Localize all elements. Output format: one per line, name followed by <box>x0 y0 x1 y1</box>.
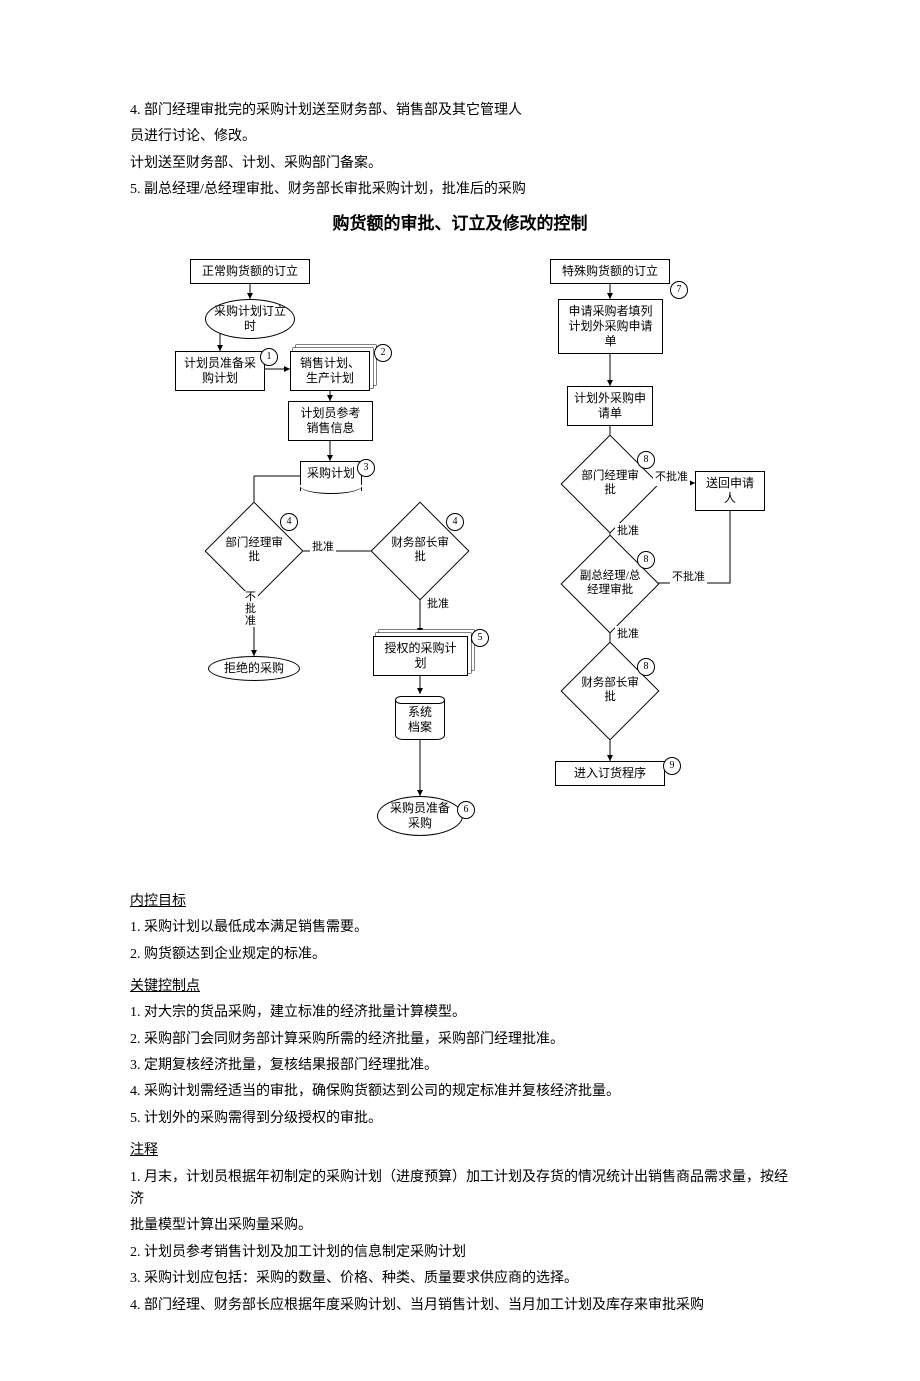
node-return: 送回申请人 <box>695 471 765 511</box>
note-item: 2. 计划员参考销售计划及加工计划的信息制定采购计划 <box>130 1242 790 1264</box>
ref-3: 3 <box>357 459 375 477</box>
control-item: 2. 采购部门会同财务部计算采购所需的经济批量，采购部门经理批准。 <box>130 1029 790 1051</box>
notes-heading: 注释 <box>130 1140 790 1162</box>
node-authorized-plan: 授权的采购计划 <box>373 636 468 676</box>
node-rejected: 拒绝的采购 <box>208 656 300 681</box>
lbl-approve2: 批准 <box>425 596 451 614</box>
target-item: 1. 采购计划以最低成本满足销售需要。 <box>130 917 790 939</box>
note-item: 4. 部门经理、财务部长应根据年度采购计划、当月销售计划、当月加工计划及库存来审… <box>130 1295 790 1317</box>
ref-5: 5 <box>471 629 489 647</box>
node-sales-info: 计划员参考销售信息 <box>288 401 373 441</box>
ref-9: 9 <box>663 757 681 775</box>
note-item: 3. 采购计划应包括：采购的数量、价格、种类、质量要求供应商的选择。 <box>130 1268 790 1290</box>
controls-heading: 关键控制点 <box>130 976 790 998</box>
control-item: 3. 定期复核经济批量，复核结果报部门经理批准。 <box>130 1055 790 1077</box>
ref-8c: 8 <box>637 658 655 676</box>
node-sales-plan: 销售计划、生产计划 <box>290 351 370 391</box>
node-applicant: 申请采购者填列计划外采购申请单 <box>558 299 663 354</box>
header-left: 正常购货额的订立 <box>190 259 310 284</box>
node-sys-archive: 系统档案 <box>395 696 445 740</box>
lbl-r-reject2: 不批准 <box>670 569 707 587</box>
control-item: 5. 计划外的采购需得到分级授权的审批。 <box>130 1108 790 1130</box>
header-right: 特殊购货额的订立 <box>550 259 670 284</box>
note-item: 1. 月末，计划员根据年初制定的采购计划（进度预算）加工计划及存货的情况统计出销… <box>130 1167 790 1212</box>
node-extra-form: 计划外采购申请单 <box>567 386 653 426</box>
ref-6: 6 <box>457 801 475 819</box>
control-item: 4. 采购计划需经适当的审批，确保购货额达到公司的规定标准并复核经济批量。 <box>130 1081 790 1103</box>
ref-4a: 4 <box>280 513 298 531</box>
lbl-r-approve2: 批准 <box>615 626 641 644</box>
control-item: 1. 对大宗的货品采购，建立标准的经济批量计算模型。 <box>130 1002 790 1024</box>
document-page: 4. 部门经理审批完的采购计划送至财务部、销售部及其它管理人 员进行讨论、修改。… <box>0 0 920 1381</box>
start-left: 采购计划订立时 <box>205 299 295 339</box>
ref-1: 1 <box>260 348 278 366</box>
flowchart: 正常购货额的订立 采购计划订立时 计划员准备采购计划 1 销售计划、生产计划 2… <box>130 251 790 871</box>
target-item: 2. 购货额达到企业规定的标准。 <box>130 944 790 966</box>
node-buyer-prep: 采购员准备采购 <box>377 796 463 836</box>
intro-line: 5. 副总经理/总经理审批、财务部长审批采购计划，批准后的采购 <box>130 179 790 201</box>
intro-line: 4. 部门经理审批完的采购计划送至财务部、销售部及其它管理人 <box>130 100 790 122</box>
lbl-reject-v: 不 批 准 <box>243 591 258 627</box>
ref-8b: 8 <box>637 551 655 569</box>
note-item: 批量模型计算出采购量采购。 <box>130 1215 790 1237</box>
lbl-r-reject1: 不批准 <box>653 469 690 487</box>
intro-line: 计划送至财务部、计划、采购部门备案。 <box>130 153 790 175</box>
ref-2: 2 <box>374 344 392 362</box>
diagram-title: 购货额的审批、订立及修改的控制 <box>130 210 790 237</box>
ref-8a: 8 <box>637 451 655 469</box>
lbl-approve: 批准 <box>310 539 336 557</box>
ref-7: 7 <box>670 281 688 299</box>
ref-4b: 4 <box>446 513 464 531</box>
doc-plan: 采购计划 <box>300 461 362 491</box>
intro-line: 员进行讨论、修改。 <box>130 126 790 148</box>
lbl-r-approve1: 批准 <box>615 523 641 541</box>
node-enter-order: 进入订货程序 <box>555 761 665 786</box>
targets-heading: 内控目标 <box>130 891 790 913</box>
node-plan-prep: 计划员准备采购计划 <box>175 351 265 391</box>
